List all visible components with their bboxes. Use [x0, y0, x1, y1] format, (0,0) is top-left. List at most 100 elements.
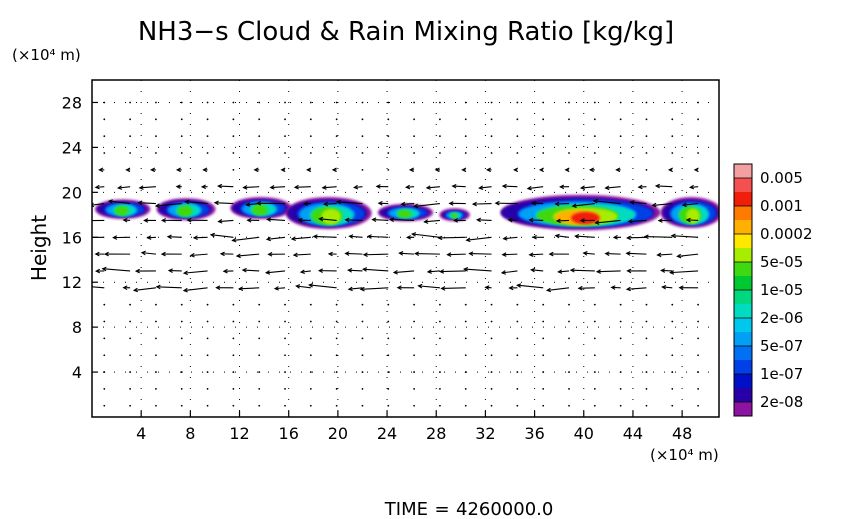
wind-vector-dot — [671, 371, 674, 373]
wind-vector-head — [494, 200, 500, 206]
wind-vector-arrow — [292, 252, 311, 258]
wind-vector-shaft — [296, 285, 311, 289]
wind-vector-head — [125, 167, 131, 173]
wind-vector-shaft — [464, 268, 492, 272]
wind-vector-head — [626, 268, 632, 274]
wind-vector-arrow — [242, 185, 260, 190]
wind-vector-dot — [619, 303, 622, 306]
wind-vector-dot — [542, 303, 545, 306]
wind-vector-head — [555, 218, 561, 224]
wind-vector-head — [209, 232, 215, 238]
wind-vector-shaft — [348, 287, 363, 290]
wind-vector-dot — [232, 303, 235, 306]
wind-vector-dot — [335, 118, 338, 121]
wind-vector-arrow — [471, 201, 492, 207]
wind-vector-arrow — [361, 267, 389, 272]
wind-vector-arrow — [396, 285, 415, 290]
colorbar-label: 0.0002 — [760, 225, 813, 243]
wind-vector-shaft — [473, 203, 492, 205]
wind-vector-arrow — [462, 267, 492, 272]
wind-vector-arrow — [312, 234, 337, 239]
wind-vector-dot — [464, 388, 467, 390]
wind-vector-head — [548, 251, 554, 257]
wind-vector-head — [417, 283, 423, 289]
wind-vector-head — [273, 286, 279, 291]
wind-vector-head — [175, 184, 181, 189]
wind-vector-dot — [232, 101, 235, 104]
colorbar-label: 5e-07 — [760, 337, 803, 355]
wind-vector-arrow — [92, 219, 105, 222]
wind-vector-dot — [516, 152, 519, 154]
wind-vector-head — [545, 287, 552, 293]
colorbar-label: 0.005 — [760, 169, 803, 187]
wind-vector-arrow — [264, 270, 286, 275]
wind-vector-shaft — [531, 269, 544, 272]
wind-vector-arrow — [392, 269, 415, 275]
wind-vector-head — [242, 185, 248, 190]
wind-vector-head — [245, 202, 251, 207]
cloud-level — [177, 205, 193, 217]
wind-vector-dot — [258, 118, 261, 121]
wind-vector-dot — [155, 152, 157, 154]
wind-vector-dot — [490, 337, 493, 340]
wind-vector-arrow — [318, 216, 337, 222]
wind-vector-arrow — [530, 267, 544, 273]
cloud-blob — [439, 208, 470, 222]
colorbar-swatch — [734, 164, 752, 179]
wind-vector-arrow — [209, 232, 234, 238]
wind-vector-dot — [516, 371, 519, 373]
wind-vector-shaft — [118, 186, 131, 189]
wind-vector-head — [398, 251, 404, 256]
wind-vector-head — [579, 185, 586, 191]
cloud-level — [321, 208, 341, 225]
wind-vector-head — [269, 185, 275, 190]
wind-vector-dot — [593, 118, 596, 121]
wind-vector-arrow — [528, 217, 544, 223]
wind-vector-dot — [413, 354, 416, 357]
wind-vector-dot — [490, 152, 493, 154]
wind-vector-arrow — [308, 283, 337, 289]
wind-vector-arrow — [344, 217, 363, 223]
wind-vector-arrow — [137, 200, 156, 206]
wind-vector-head — [344, 217, 350, 223]
wind-vector-dot — [439, 118, 441, 121]
y-tick-label: 16 — [62, 228, 82, 247]
wind-vector-head — [531, 234, 537, 240]
wind-vector-head — [94, 184, 100, 190]
wind-vector-head — [439, 269, 445, 274]
wind-vector-head — [485, 167, 492, 173]
wind-vector-head — [182, 270, 189, 276]
wind-vector-shaft — [572, 203, 595, 207]
wind-vector-shaft — [677, 253, 699, 257]
wind-vector-dot — [284, 388, 286, 390]
wind-vector-arrow — [579, 185, 595, 191]
wind-vector-dot — [697, 354, 699, 357]
wind-vector-shaft — [367, 235, 389, 238]
wind-vector-head — [507, 217, 513, 223]
wind-vector-dot — [387, 118, 390, 121]
wind-vector-arrow — [134, 268, 156, 274]
wind-vector-arrow — [167, 268, 182, 273]
wind-vector-arrow — [538, 167, 544, 173]
wind-vector-dot — [516, 320, 519, 323]
wind-vector-shaft — [139, 186, 156, 189]
wind-vector-shaft — [466, 236, 492, 241]
wind-vector-shaft — [363, 253, 389, 256]
wind-vector-arrow — [516, 283, 544, 289]
wind-vector-dot — [309, 101, 312, 104]
wind-vector-head — [448, 201, 454, 206]
wind-vector-head — [186, 217, 192, 223]
wind-vector-head — [189, 252, 195, 258]
wind-vector-dot — [516, 404, 519, 407]
wind-vector-dot — [309, 337, 312, 340]
wind-vector-shaft — [670, 270, 699, 274]
wind-vector-arrow — [559, 184, 570, 190]
wind-vector-arrow — [327, 251, 337, 257]
wind-vector-head — [347, 268, 353, 273]
wind-vector-shaft — [447, 253, 466, 256]
wind-vector-head — [116, 185, 123, 190]
wind-vector-arrow — [651, 202, 673, 208]
wind-vector-head — [595, 269, 601, 274]
wind-vector-arrow — [502, 236, 518, 241]
wind-vector-arrow — [306, 167, 312, 173]
